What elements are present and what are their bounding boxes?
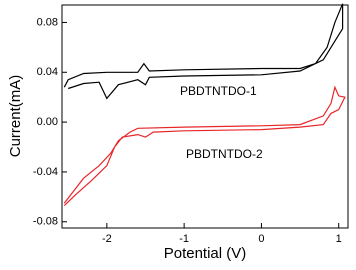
- x-tick-label: 0: [258, 233, 264, 245]
- x-axis-title: Potential (V): [164, 245, 247, 262]
- x-tick-label: 1: [336, 233, 342, 245]
- x-tick-label: -1: [179, 233, 189, 245]
- series-label: PBDTNTDO-1: [180, 84, 257, 98]
- plot-frame: [61, 4, 349, 229]
- series-line: [63, 3, 344, 100]
- series-line: [63, 85, 346, 207]
- y-tick-label: 0.08: [37, 16, 58, 28]
- y-tick-label: -0.04: [33, 166, 58, 178]
- y-tick-label: 0.00: [37, 116, 58, 128]
- y-tick-label: 0.04: [37, 66, 58, 78]
- x-tick-label: -2: [102, 233, 112, 245]
- series-label: PBDTNTDO-2: [186, 147, 263, 161]
- y-tick-label: -0.08: [33, 216, 58, 228]
- y-axis-title: Current(mA): [7, 75, 24, 158]
